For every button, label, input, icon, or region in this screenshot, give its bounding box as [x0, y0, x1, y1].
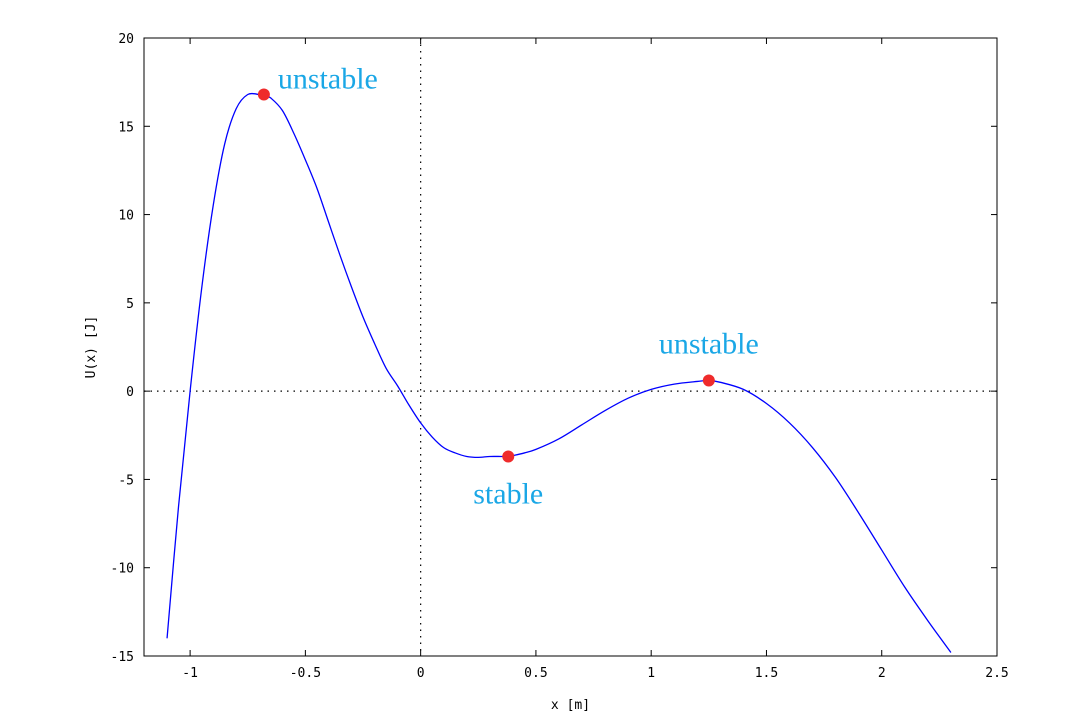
equilibrium-point	[702, 374, 715, 387]
x-tick-label: -0.5	[290, 666, 321, 681]
x-tick-label: 0	[417, 666, 425, 681]
y-tick-label: 20	[118, 32, 134, 47]
equilibrium-point	[502, 450, 515, 463]
y-tick-label: 10	[118, 209, 134, 224]
y-tick-label: 15	[118, 120, 134, 135]
y-tick-label: 5	[126, 297, 134, 312]
y-axis-label: U(x) [J]	[84, 316, 99, 379]
equilibrium-label: unstable	[659, 328, 759, 361]
x-tick-label: 2.5	[985, 666, 1008, 681]
y-tick-label: -5	[118, 473, 134, 488]
x-tick-label: 1.5	[755, 666, 778, 681]
plot-frame	[143, 37, 998, 657]
equilibrium-label: unstable	[278, 63, 378, 96]
potential-curve	[166, 92, 952, 653]
x-axis-label: x [m]	[551, 698, 590, 713]
x-tick-label: 1	[647, 666, 655, 681]
x-tick-label: 0.5	[524, 666, 547, 681]
x-tick-label: 2	[878, 666, 886, 681]
equilibrium-point	[257, 88, 270, 101]
y-tick-label: 0	[126, 385, 134, 400]
y-tick-label: -15	[111, 650, 134, 665]
x-tick-label: -1	[182, 666, 198, 681]
equilibrium-label: stable	[473, 477, 543, 510]
y-tick-label: -10	[111, 562, 134, 577]
